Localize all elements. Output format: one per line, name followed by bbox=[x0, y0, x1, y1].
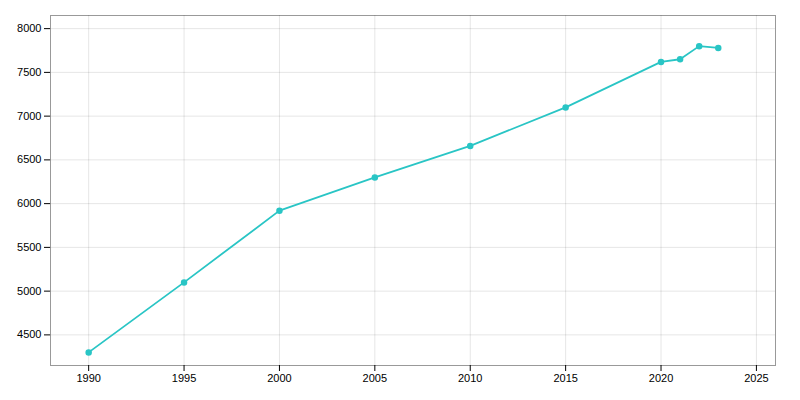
svg-text:2010: 2010 bbox=[458, 372, 482, 384]
svg-text:2020: 2020 bbox=[649, 372, 673, 384]
svg-text:1990: 1990 bbox=[76, 372, 100, 384]
svg-text:5500: 5500 bbox=[17, 241, 41, 253]
svg-text:8000: 8000 bbox=[17, 22, 41, 34]
svg-text:5000: 5000 bbox=[17, 285, 41, 297]
svg-text:2005: 2005 bbox=[363, 372, 387, 384]
svg-text:7000: 7000 bbox=[17, 110, 41, 122]
svg-text:7500: 7500 bbox=[17, 66, 41, 78]
svg-text:2025: 2025 bbox=[744, 372, 768, 384]
svg-text:2015: 2015 bbox=[553, 372, 577, 384]
svg-text:6000: 6000 bbox=[17, 197, 41, 209]
svg-text:1995: 1995 bbox=[172, 372, 196, 384]
svg-text:4500: 4500 bbox=[17, 328, 41, 340]
svg-text:2000: 2000 bbox=[267, 372, 291, 384]
svg-text:6500: 6500 bbox=[17, 153, 41, 165]
